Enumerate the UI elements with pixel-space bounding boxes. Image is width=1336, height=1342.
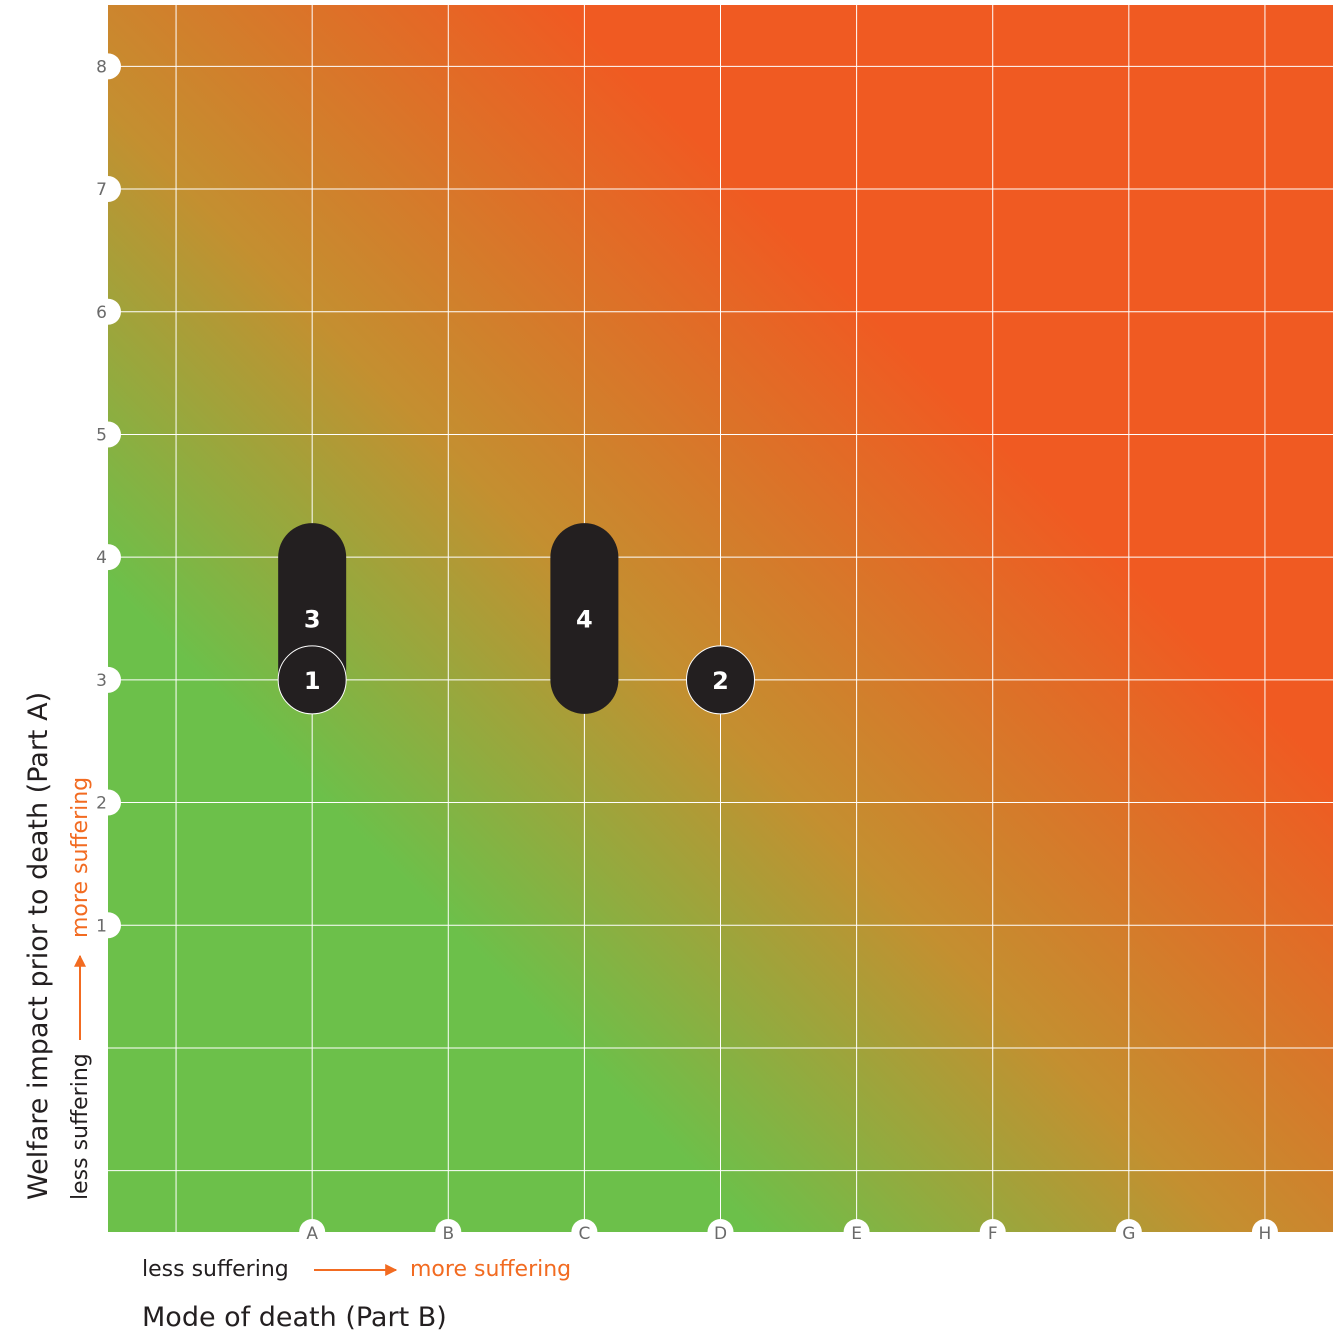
x-tick-badge	[979, 1219, 1006, 1245]
y-tick-label: 3	[96, 671, 107, 691]
x-tick-label: E	[851, 1224, 862, 1244]
marker-2	[686, 645, 755, 715]
x-tick-label: D	[714, 1224, 727, 1244]
marker-label-3: 3	[304, 606, 321, 634]
y-tick-badge	[95, 544, 121, 571]
grid	[108, 5, 1333, 1232]
y-tick-badge	[95, 298, 121, 325]
x-tick-badge	[843, 1219, 870, 1245]
y-tick-label: 2	[96, 794, 107, 814]
x-direction-low-label: less suffering	[142, 1257, 289, 1282]
marker-label-1: 1	[304, 667, 321, 695]
y-direction-low-label: less suffering	[68, 1053, 93, 1200]
x-tick-badge	[707, 1219, 734, 1245]
marker-label-4: 4	[576, 606, 593, 634]
x-axis-title: Mode of death (Part B)	[142, 1302, 447, 1333]
x-tick-label: A	[306, 1224, 318, 1244]
tick-labels: 1 2 3 4 5 6 7 8 A B C D E F G H	[95, 53, 1278, 1245]
x-direction-high-label: more suffering	[410, 1257, 571, 1282]
x-tick-label: G	[1122, 1224, 1135, 1244]
y-tick-badge	[95, 176, 121, 203]
x-tick-badge	[435, 1219, 462, 1245]
y-direction-high-label: more suffering	[68, 777, 93, 938]
y-tick-badge	[95, 421, 121, 448]
y-axis-title: Welfare impact prior to death (Part A)	[23, 692, 54, 1200]
y-tick-label: 7	[96, 180, 107, 200]
y-tick-label: 4	[96, 548, 107, 568]
x-tick-label: H	[1259, 1224, 1272, 1244]
x-tick-badge	[571, 1219, 598, 1245]
y-tick-label: 8	[96, 57, 107, 77]
y-tick-label: 6	[96, 303, 107, 323]
y-tick-badge	[95, 666, 121, 693]
marker-4	[550, 523, 619, 714]
y-tick-badge	[95, 789, 121, 816]
x-tick-label: B	[442, 1224, 454, 1244]
y-tick-label: 5	[96, 425, 107, 445]
x-tick-label: C	[578, 1224, 590, 1244]
marker-label-2: 2	[712, 667, 729, 695]
marker-1	[277, 645, 347, 715]
data-markers: 3 1 4 2	[277, 523, 755, 715]
x-tick-label: F	[988, 1224, 998, 1244]
x-tick-badge	[299, 1219, 326, 1245]
y-tick-badge	[95, 53, 121, 80]
y-tick-label: 1	[96, 916, 107, 936]
x-tick-badge	[1115, 1219, 1142, 1245]
x-tick-badge	[1251, 1219, 1278, 1245]
y-tick-badge	[95, 912, 121, 939]
